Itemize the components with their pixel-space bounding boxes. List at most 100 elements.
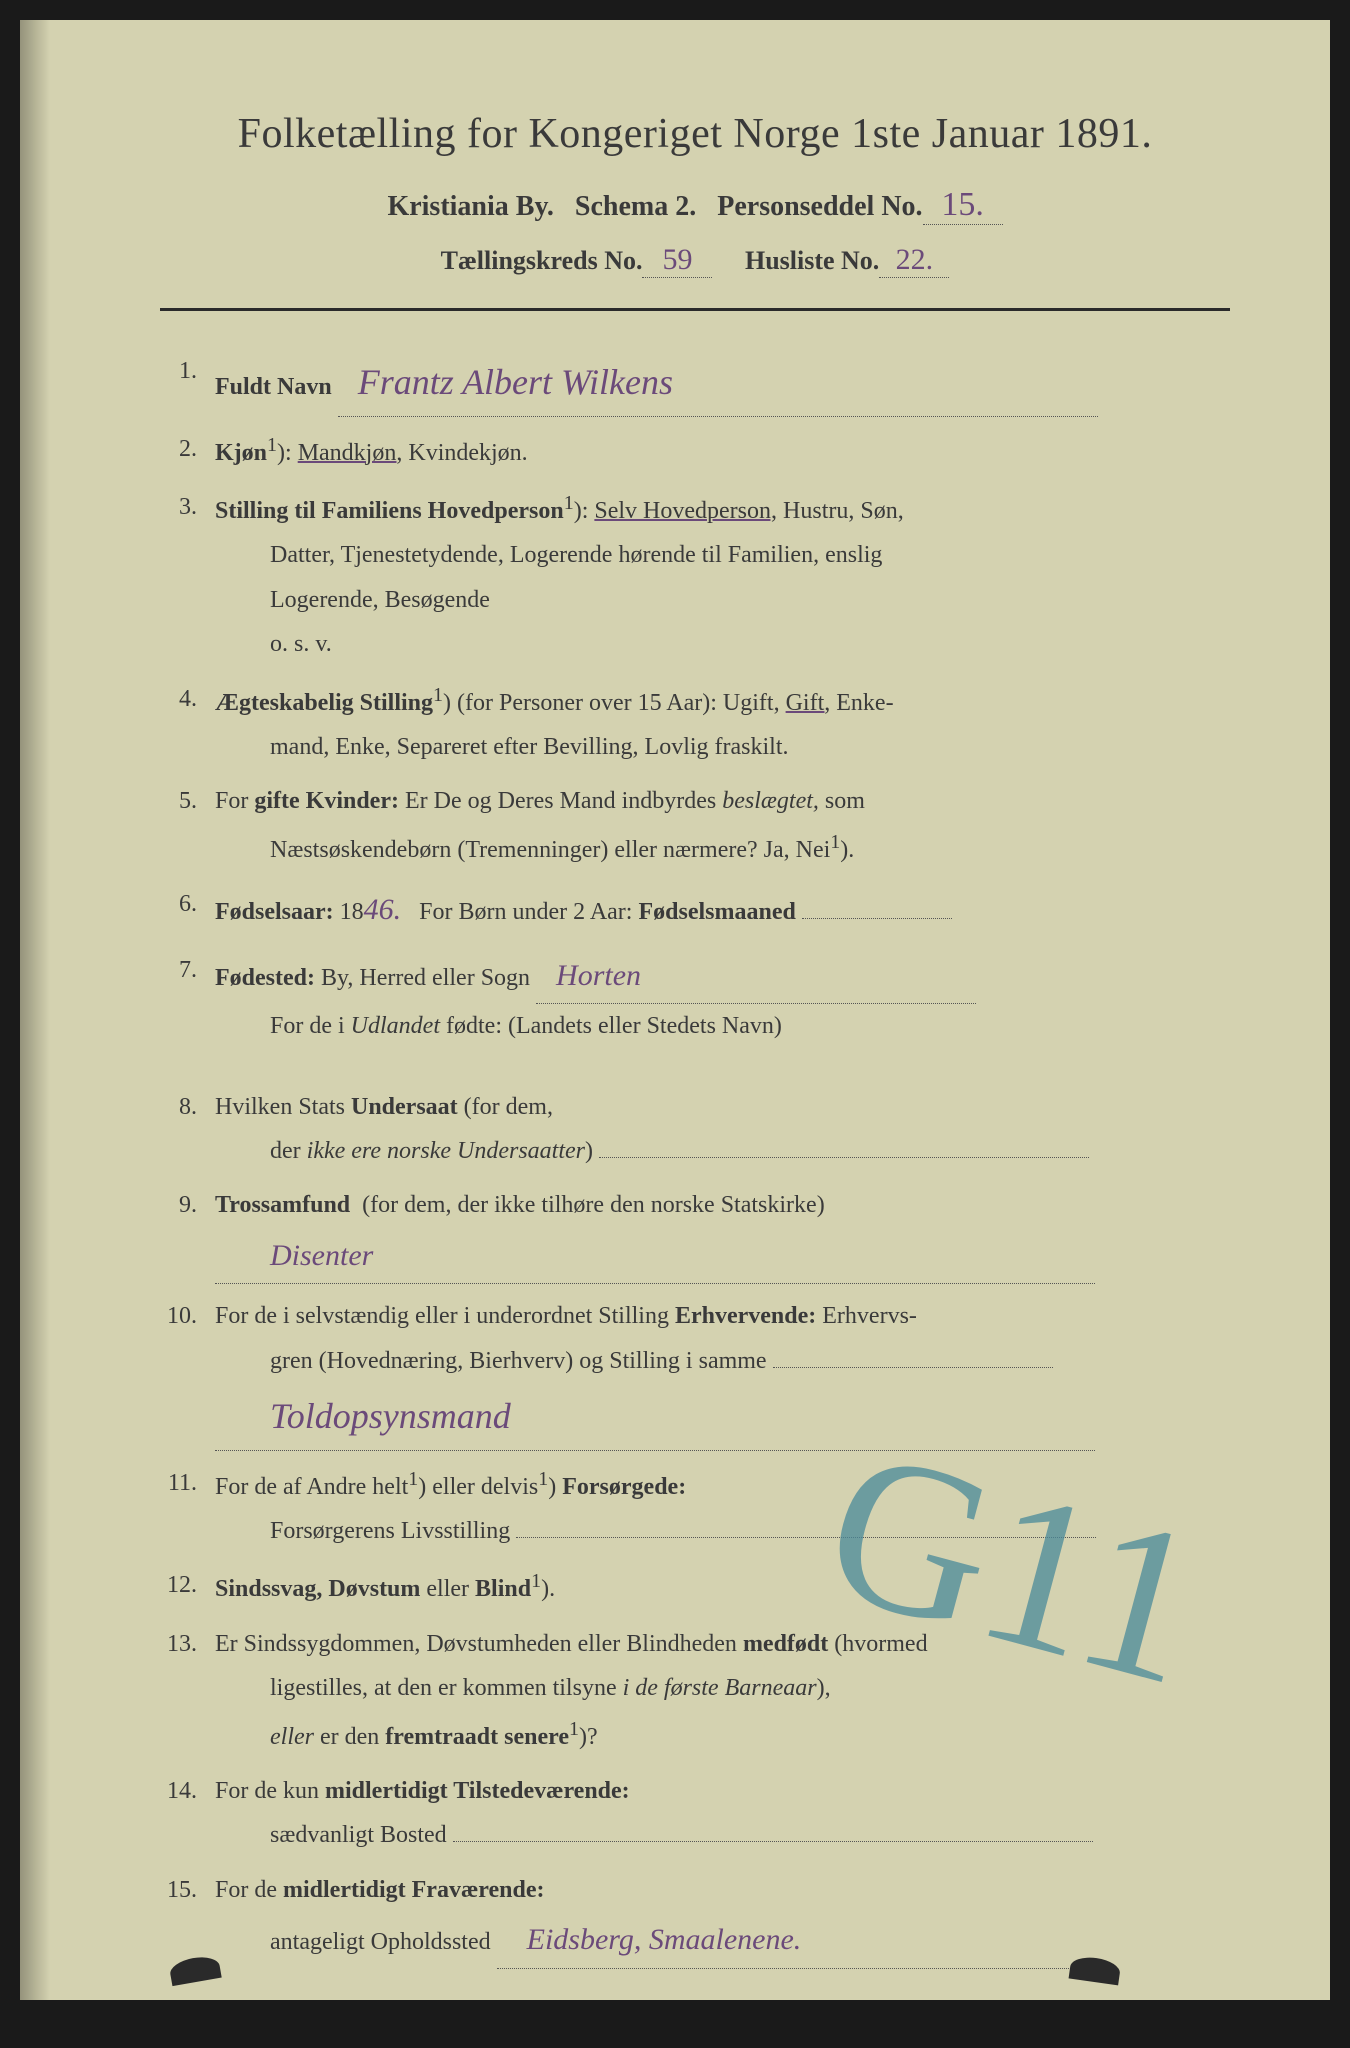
q1-body: Fuldt Navn Frantz Albert Wilkens bbox=[215, 349, 1230, 417]
q5-text2: som bbox=[825, 788, 865, 814]
form-items: 1. Fuldt Navn Frantz Albert Wilkens 2. K… bbox=[160, 349, 1230, 1969]
q11-text1: For de af Andre helt bbox=[215, 1474, 408, 1500]
q1-num: 1. bbox=[160, 349, 215, 417]
q3-sup: 1 bbox=[564, 492, 574, 514]
q11-line2: Forsørgerens Livsstilling bbox=[215, 1518, 510, 1544]
q6-text2: For Børn under 2 Aar: bbox=[419, 899, 632, 925]
schema-label: Schema 2. bbox=[575, 191, 696, 222]
q10-text1: For de i selvstændig eller i underordnet… bbox=[215, 1303, 669, 1329]
q3-num: 3. bbox=[160, 485, 215, 667]
q12-p1: Sindssvag, bbox=[215, 1576, 322, 1602]
personseddel-no: 15. bbox=[923, 186, 1003, 225]
q4: 4. Ægteskabelig Stilling1) (for Personer… bbox=[160, 677, 1230, 770]
q15-value-line: Eidsberg, Smaalenene. bbox=[497, 1912, 1077, 1969]
q4-paren: ) (for Personer over 15 Aar): Ugift, bbox=[443, 690, 780, 716]
q8: 8. Hvilken Stats Undersaat (for dem, der… bbox=[160, 1085, 1230, 1174]
q6-num: 6. bbox=[160, 882, 215, 938]
q12-sup: 1 bbox=[531, 1570, 541, 1592]
q13-line2b: i de første Barneaar bbox=[623, 1675, 817, 1701]
q13-line2c: ), bbox=[817, 1675, 831, 1701]
q12-p2: Døvstum bbox=[328, 1576, 420, 1602]
q2-label: Kjøn bbox=[215, 440, 267, 466]
personseddel-label: Personseddel No. bbox=[717, 191, 922, 222]
q4-sup: 1 bbox=[433, 684, 443, 706]
q2-opt2: Kvindekjøn. bbox=[408, 440, 527, 466]
q8-line2b: ikke ere norske Undersaatter bbox=[307, 1138, 585, 1164]
q10-text2: Erhvervs- bbox=[822, 1303, 917, 1329]
q12-num: 12. bbox=[160, 1563, 215, 1611]
q3-line4: o. s. v. bbox=[215, 631, 332, 657]
q4-label: Ægteskabelig Stilling bbox=[215, 690, 433, 716]
husliste-no: 22. bbox=[879, 243, 949, 278]
q7-line2b: Udlandet bbox=[351, 1013, 440, 1039]
q5-num: 5. bbox=[160, 779, 215, 872]
q5-body: For gifte Kvinder: Er De og Deres Mand i… bbox=[215, 779, 1230, 872]
q11-text3: ) bbox=[548, 1474, 556, 1500]
q15-line2: antageligt Opholdssted bbox=[215, 1929, 491, 1955]
q12: 12. Sindssvag, Døvstum eller Blind1). bbox=[160, 1563, 1230, 1611]
q3-selv: Selv Hovedperson, bbox=[594, 498, 777, 524]
q7-value: Horten bbox=[556, 959, 641, 992]
q2: 2. Kjøn1): Mandkjøn, Kvindekjøn. bbox=[160, 427, 1230, 475]
q11-label: Forsørgede: bbox=[562, 1474, 686, 1500]
q3-rest1: Hustru, Søn, bbox=[783, 498, 904, 524]
q11-body: For de af Andre helt1) eller delvis1) Fo… bbox=[215, 1461, 1230, 1554]
husliste-label: Husliste No. bbox=[745, 246, 879, 275]
q7-body: Fødested: By, Herred eller Sogn Horten F… bbox=[215, 948, 1230, 1049]
q4-num: 4. bbox=[160, 677, 215, 770]
q8-text2: (for dem, bbox=[464, 1094, 553, 1120]
q13-num: 13. bbox=[160, 1622, 215, 1759]
q9-body: Trossamfund (for dem, der ikke tilhøre d… bbox=[215, 1183, 1230, 1284]
kreds-no: 59 bbox=[642, 243, 712, 278]
q11-blank bbox=[516, 1537, 1096, 1538]
q10-value-line: Toldopsynsmand bbox=[215, 1383, 1095, 1451]
q15-text1: For de bbox=[215, 1877, 277, 1903]
subtitle-row: Kristiania By. Schema 2. Personseddel No… bbox=[160, 186, 1230, 225]
q10: 10. For de i selvstændig eller i underor… bbox=[160, 1294, 1230, 1450]
q6-year: 46. bbox=[364, 893, 402, 926]
q12-p3: eller bbox=[426, 1576, 469, 1602]
q13-line3a: eller bbox=[215, 1724, 314, 1750]
q10-label: Erhvervende: bbox=[675, 1303, 816, 1329]
q11-text2: ) eller delvis bbox=[418, 1474, 538, 1500]
q15-num: 15. bbox=[160, 1868, 215, 1969]
q14-label: midlertidigt Tilstedeværende: bbox=[325, 1778, 630, 1804]
q10-blank1 bbox=[773, 1367, 1053, 1368]
kreds-label: Tællingskreds No. bbox=[441, 246, 643, 275]
q4-body: Ægteskabelig Stilling1) (for Personer ov… bbox=[215, 677, 1230, 770]
q5-line2a: Næstsøskendebørn (Tremenninger) eller næ… bbox=[215, 837, 830, 863]
q3-paren: ): bbox=[574, 498, 589, 524]
q6: 6. Fødselsaar: 1846. For Børn under 2 Aa… bbox=[160, 882, 1230, 938]
q2-sup: 1 bbox=[267, 434, 277, 456]
q10-line2: gren (Hovednæring, Bierhverv) og Stillin… bbox=[215, 1348, 767, 1374]
q14-line2: sædvanligt Bosted bbox=[215, 1822, 447, 1848]
census-form-page: Folketælling for Kongeriget Norge 1ste J… bbox=[20, 20, 1330, 2000]
q10-body: For de i selvstændig eller i underordnet… bbox=[215, 1294, 1230, 1450]
q2-body: Kjøn1): Mandkjøn, Kvindekjøn. bbox=[215, 427, 1230, 475]
q8-text1: Hvilken Stats bbox=[215, 1094, 345, 1120]
q13-text2: (hvormed bbox=[834, 1631, 927, 1657]
q4-gift: Gift, bbox=[786, 690, 831, 716]
q13: 13. Er Sindssygdommen, Døvstumheden elle… bbox=[160, 1622, 1230, 1759]
q14: 14. For de kun midlertidigt Tilstedevære… bbox=[160, 1769, 1230, 1858]
q7-line2a: For de i bbox=[215, 1013, 345, 1039]
q9-value: Disenter bbox=[270, 1239, 373, 1272]
q9-label: Trossamfund bbox=[215, 1192, 350, 1218]
page-title: Folketælling for Kongeriget Norge 1ste J… bbox=[160, 110, 1230, 158]
q3-line3: Logerende, Besøgende bbox=[215, 587, 490, 613]
q7-value-line: Horten bbox=[536, 948, 976, 1005]
q9-text: (for dem, der ikke tilhøre den norske St… bbox=[362, 1192, 825, 1218]
q10-value: Toldopsynsmand bbox=[270, 1396, 511, 1436]
q6-18: 18 bbox=[340, 899, 364, 925]
shadow bbox=[20, 20, 50, 2000]
q14-blank bbox=[453, 1841, 1093, 1842]
city-label: Kristiania By. bbox=[387, 191, 553, 222]
q2-num: 2. bbox=[160, 427, 215, 475]
q15: 15. For de midlertidigt Fraværende: anta… bbox=[160, 1868, 1230, 1969]
q2-opt1: Mandkjøn, bbox=[298, 440, 403, 466]
q7-line2c: fødte: (Landets eller Stedets Navn) bbox=[446, 1013, 782, 1039]
q1-value: Frantz Albert Wilkens bbox=[358, 362, 673, 402]
q14-body: For de kun midlertidigt Tilstedeværende:… bbox=[215, 1769, 1230, 1858]
q13-body: Er Sindssygdommen, Døvstumheden eller Bl… bbox=[215, 1622, 1230, 1759]
q1-value-line: Frantz Albert Wilkens bbox=[338, 349, 1098, 417]
